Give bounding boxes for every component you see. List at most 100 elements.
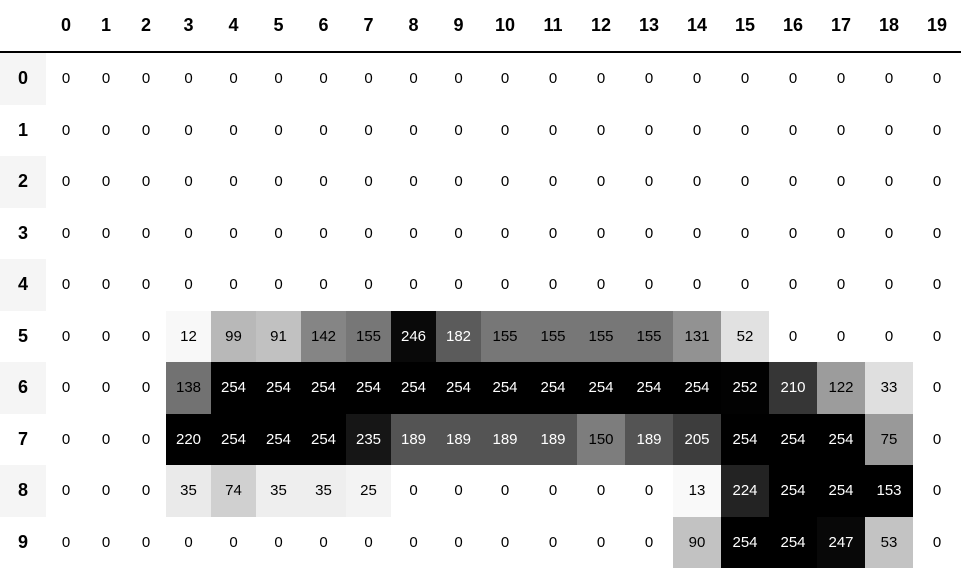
cell-r5-c9: 182 — [436, 310, 481, 362]
column-header-14: 14 — [673, 0, 721, 53]
cell-r3-c9: 0 — [436, 207, 481, 259]
cell-r5-c18: 0 — [865, 310, 913, 362]
cell-r7-c7: 235 — [346, 413, 391, 465]
cell-r6-c3: 138 — [166, 362, 211, 414]
cell-r9-c17: 247 — [817, 516, 865, 568]
cell-r5-c12: 155 — [577, 310, 625, 362]
column-header-4: 4 — [211, 0, 256, 53]
cell-r5-c19: 0 — [913, 310, 961, 362]
cell-r4-c2: 0 — [126, 259, 166, 311]
cell-r4-c19: 0 — [913, 259, 961, 311]
cell-r9-c6: 0 — [301, 516, 346, 568]
cell-r7-c13: 189 — [625, 413, 673, 465]
table-row-7: 7 0 0 0 220 254 254 254 235 189 189 189 189 150 189 205… — [0, 413, 961, 465]
cell-r8-c8: 0 — [391, 465, 436, 517]
cell-r1-c11: 0 — [529, 104, 577, 156]
cell-r0-c9: 0 — [436, 52, 481, 105]
cell-r5-c0: 0 — [46, 310, 86, 362]
cell-r4-c15: 0 — [721, 259, 769, 311]
cell-r2-c10: 0 — [481, 156, 529, 208]
cell-r2-c17: 0 — [817, 156, 865, 208]
column-header-6: 6 — [301, 0, 346, 53]
cell-r4-c0: 0 — [46, 259, 86, 311]
table-header: 0 1 2 3 4 5 6 7 8 9 10 11 12 13 14 15 16 17 18 19 — [0, 0, 961, 53]
cell-r7-c15: 254 — [721, 413, 769, 465]
cell-r6-c9: 254 — [436, 362, 481, 414]
cell-r1-c7: 0 — [346, 104, 391, 156]
row-header-0: 0 — [0, 52, 46, 105]
cell-r6-c15: 252 — [721, 362, 769, 414]
cell-r3-c12: 0 — [577, 207, 625, 259]
cell-r1-c18: 0 — [865, 104, 913, 156]
cell-r0-c0: 0 — [46, 52, 86, 105]
cell-r2-c1: 0 — [86, 156, 126, 208]
cell-r1-c17: 0 — [817, 104, 865, 156]
cell-r4-c9: 0 — [436, 259, 481, 311]
row-header-8: 8 — [0, 465, 46, 517]
cell-r2-c6: 0 — [301, 156, 346, 208]
cell-r9-c18: 53 — [865, 516, 913, 568]
cell-r3-c3: 0 — [166, 207, 211, 259]
cell-r1-c4: 0 — [211, 104, 256, 156]
cell-r1-c1: 0 — [86, 104, 126, 156]
cell-r4-c17: 0 — [817, 259, 865, 311]
cell-r9-c12: 0 — [577, 516, 625, 568]
cell-r0-c13: 0 — [625, 52, 673, 105]
cell-r1-c14: 0 — [673, 104, 721, 156]
cell-r8-c1: 0 — [86, 465, 126, 517]
cell-r9-c11: 0 — [529, 516, 577, 568]
cell-r9-c16: 254 — [769, 516, 817, 568]
row-header-6: 6 — [0, 362, 46, 414]
cell-r0-c6: 0 — [301, 52, 346, 105]
cell-r3-c0: 0 — [46, 207, 86, 259]
row-header-4: 4 — [0, 259, 46, 311]
cell-r8-c13: 0 — [625, 465, 673, 517]
cell-r8-c10: 0 — [481, 465, 529, 517]
cell-r0-c16: 0 — [769, 52, 817, 105]
cell-r6-c7: 254 — [346, 362, 391, 414]
column-header-0: 0 — [46, 0, 86, 53]
cell-r2-c19: 0 — [913, 156, 961, 208]
cell-r4-c16: 0 — [769, 259, 817, 311]
cell-r3-c14: 0 — [673, 207, 721, 259]
cell-r5-c16: 0 — [769, 310, 817, 362]
cell-r7-c4: 254 — [211, 413, 256, 465]
cell-r6-c16: 210 — [769, 362, 817, 414]
cell-r9-c19: 0 — [913, 516, 961, 568]
cell-r6-c17: 122 — [817, 362, 865, 414]
column-header-5: 5 — [256, 0, 301, 53]
cell-r3-c18: 0 — [865, 207, 913, 259]
cell-r0-c17: 0 — [817, 52, 865, 105]
cell-r2-c3: 0 — [166, 156, 211, 208]
cell-r6-c2: 0 — [126, 362, 166, 414]
cell-r1-c3: 0 — [166, 104, 211, 156]
cell-r1-c13: 0 — [625, 104, 673, 156]
cell-r2-c13: 0 — [625, 156, 673, 208]
cell-r4-c10: 0 — [481, 259, 529, 311]
cell-r7-c18: 75 — [865, 413, 913, 465]
cell-r9-c7: 0 — [346, 516, 391, 568]
cell-r6-c0: 0 — [46, 362, 86, 414]
cell-r5-c5: 91 — [256, 310, 301, 362]
column-header-9: 9 — [436, 0, 481, 53]
cell-r3-c7: 0 — [346, 207, 391, 259]
cell-r8-c12: 0 — [577, 465, 625, 517]
column-header-17: 17 — [817, 0, 865, 53]
cell-r1-c12: 0 — [577, 104, 625, 156]
cell-r4-c12: 0 — [577, 259, 625, 311]
cell-r1-c5: 0 — [256, 104, 301, 156]
cell-r7-c12: 150 — [577, 413, 625, 465]
cell-r5-c6: 142 — [301, 310, 346, 362]
cell-r9-c1: 0 — [86, 516, 126, 568]
cell-r5-c2: 0 — [126, 310, 166, 362]
cell-r1-c2: 0 — [126, 104, 166, 156]
cell-r5-c4: 99 — [211, 310, 256, 362]
cell-r6-c10: 254 — [481, 362, 529, 414]
cell-r2-c16: 0 — [769, 156, 817, 208]
cell-r1-c16: 0 — [769, 104, 817, 156]
cell-r9-c9: 0 — [436, 516, 481, 568]
cell-r3-c2: 0 — [126, 207, 166, 259]
